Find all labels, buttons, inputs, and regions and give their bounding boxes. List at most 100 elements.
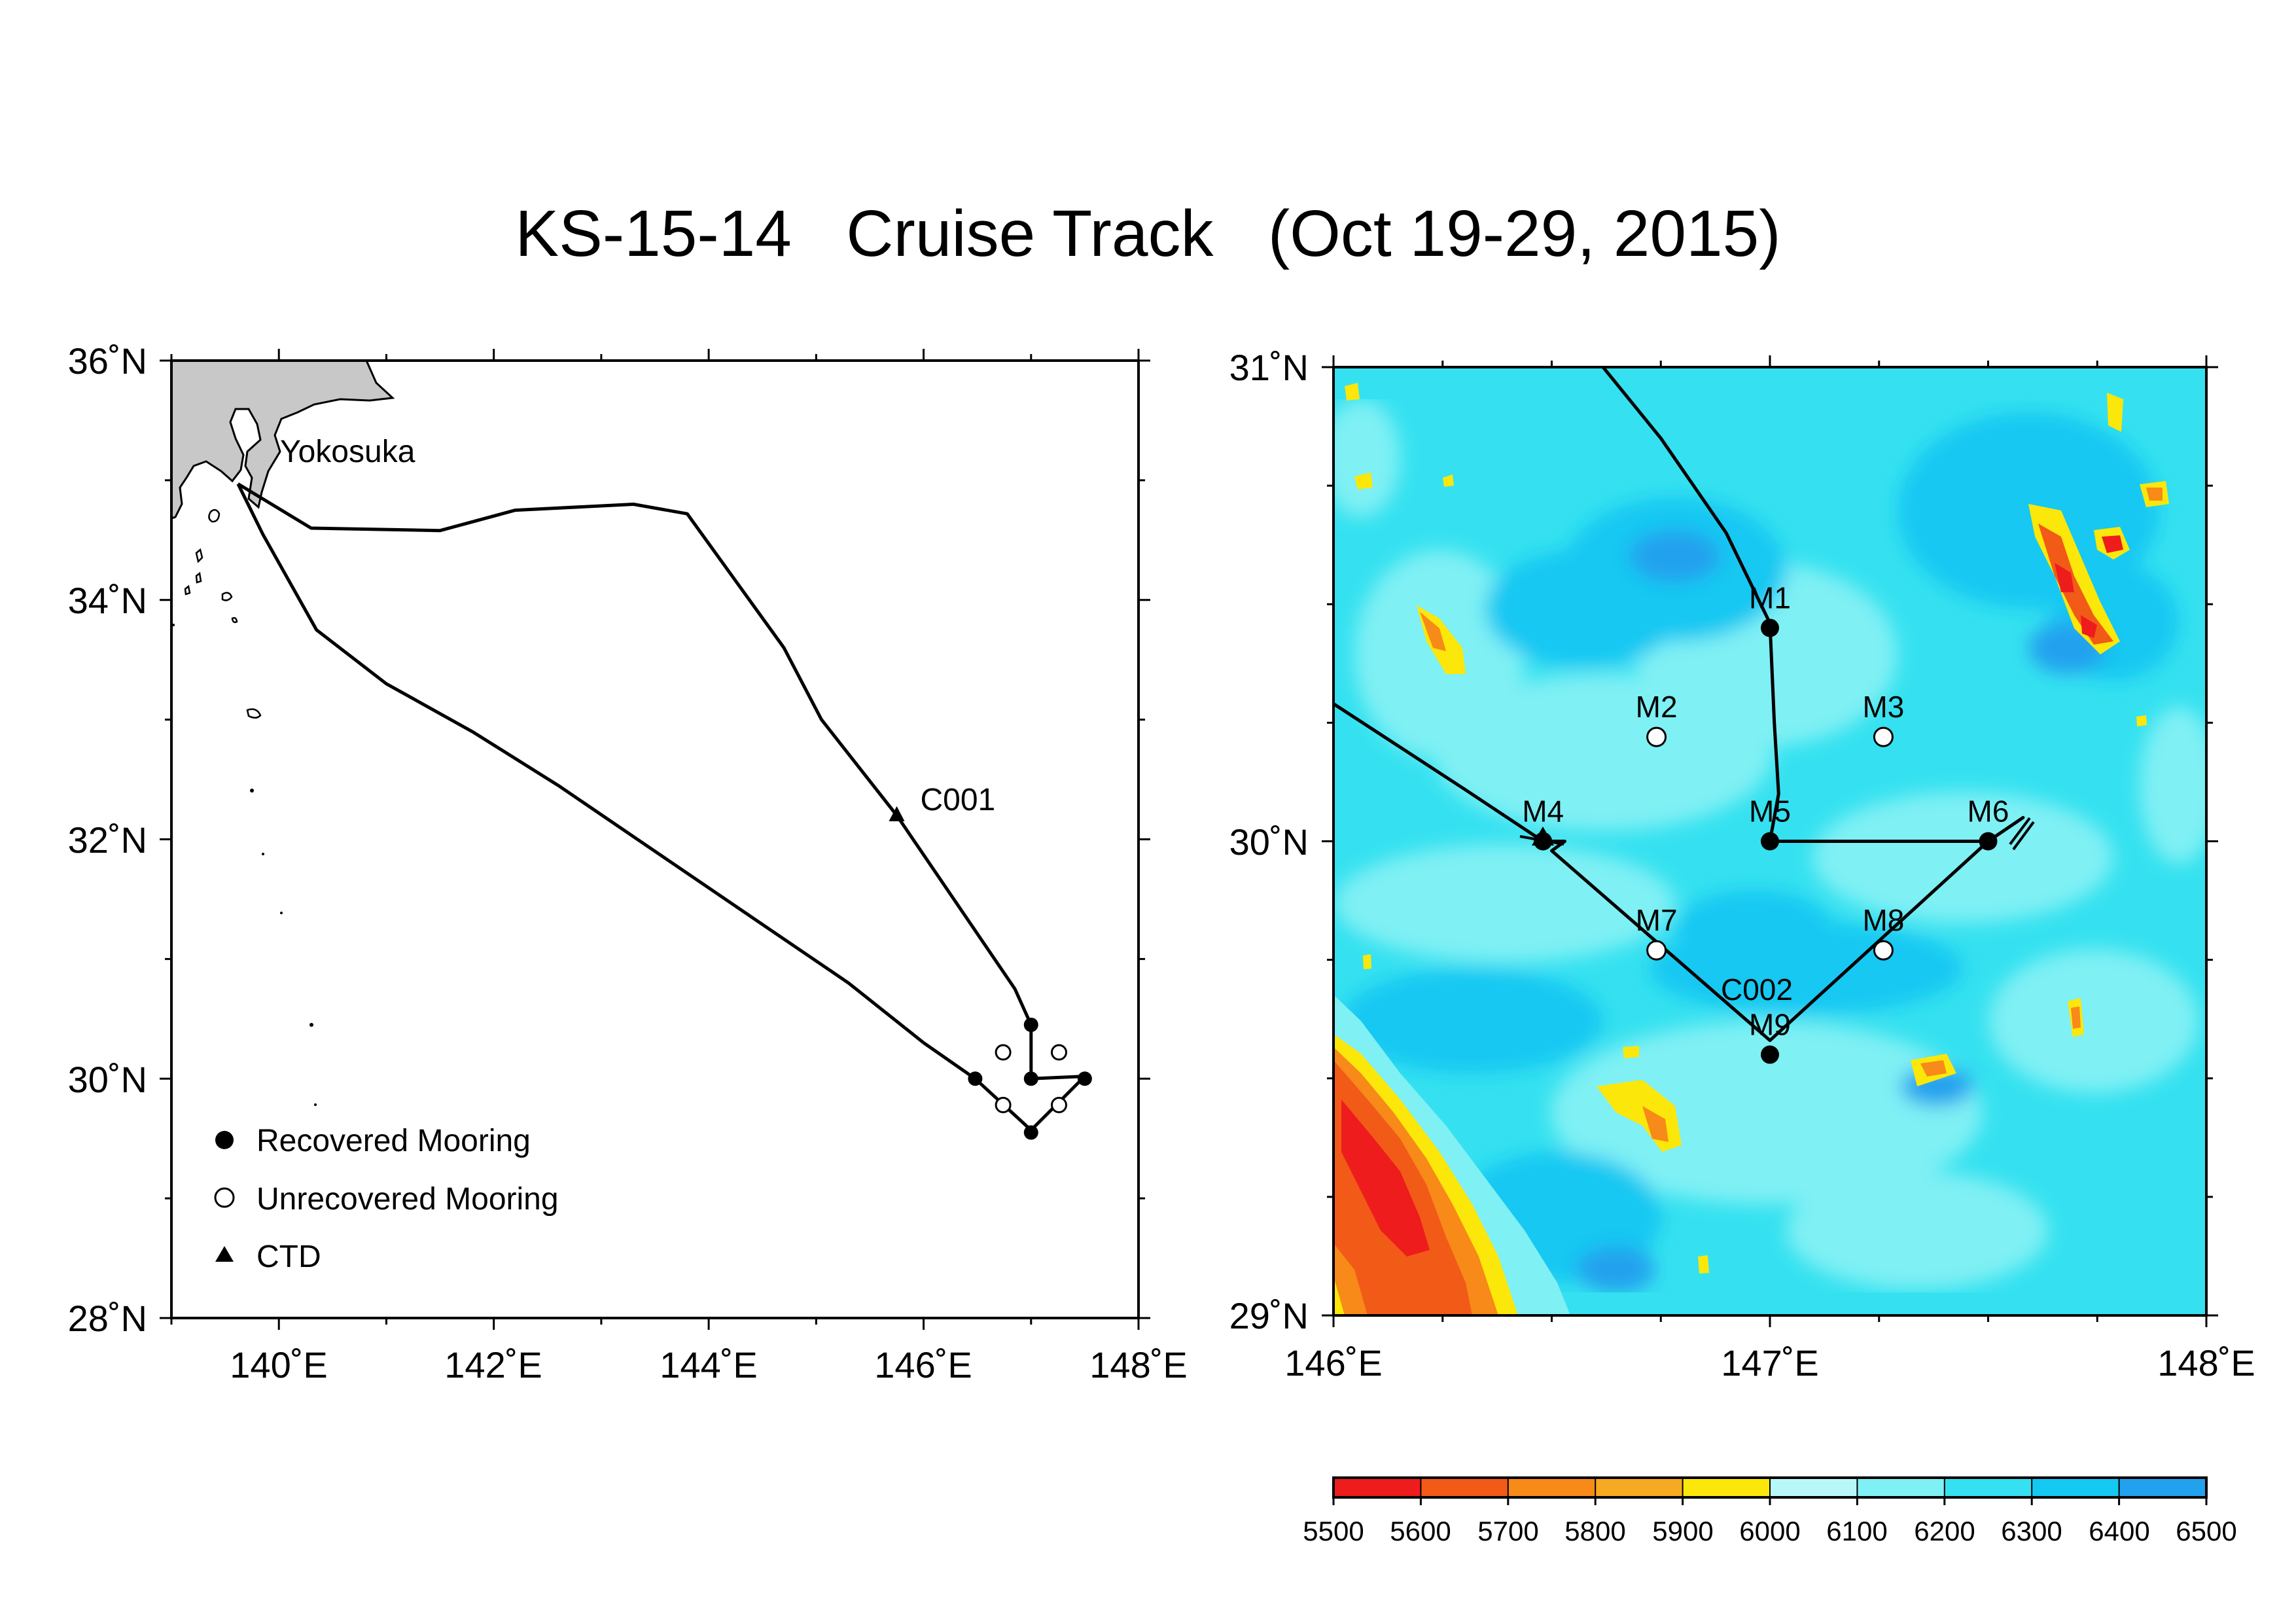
colorbar-tick-label: 6200 bbox=[1914, 1516, 1975, 1546]
colorbar-tick-label: 5500 bbox=[1303, 1516, 1364, 1546]
seamount bbox=[1642, 1106, 1669, 1142]
bathymetry-patch bbox=[1675, 890, 1832, 969]
recovered-mooring-marker bbox=[1761, 1045, 1779, 1064]
overview-mooring-markers bbox=[968, 1017, 1092, 1140]
seamount bbox=[2102, 535, 2123, 553]
seamount bbox=[1354, 473, 1373, 490]
page-title: KS-15-14 Cruise Track (Oct 19-29, 2015) bbox=[515, 197, 1781, 270]
overview-map: Yokosuka C001 Recovered Mooring Unrecove… bbox=[68, 340, 1188, 1385]
mooring-label: M3 bbox=[1862, 690, 1904, 724]
colorbar-tick-label: 5800 bbox=[1564, 1516, 1625, 1546]
shallow-seamount-area bbox=[1341, 1099, 1430, 1257]
mooring-label: M7 bbox=[1636, 903, 1678, 937]
colorbar-swatch bbox=[1770, 1478, 1858, 1497]
legend-ctd-label: CTD bbox=[256, 1240, 321, 1274]
colorbar-swatch bbox=[1682, 1478, 1771, 1497]
seamount bbox=[1698, 1255, 1709, 1274]
detail-ship-track bbox=[1333, 367, 2025, 1043]
colorbar-tick-label: 5700 bbox=[1477, 1516, 1538, 1546]
hachijo-island bbox=[246, 708, 262, 719]
detail-map: M1 M2 M3 M4 M5 M6 M7 M8 M9 C002 29˚N 30˚N 31˚N 1… bbox=[1229, 347, 2255, 1383]
bathymetry-patch bbox=[1629, 530, 1721, 582]
legend: Recovered Mooring Unrecovered Mooring CT… bbox=[214, 1124, 559, 1274]
bathymetry-patch bbox=[1577, 1247, 1655, 1293]
seamounts bbox=[1345, 383, 2169, 1274]
izu-island bbox=[195, 571, 202, 584]
recovered-mooring-marker bbox=[1077, 1071, 1092, 1086]
colorbar-swatch bbox=[2119, 1478, 2207, 1497]
izu-island bbox=[231, 616, 238, 624]
outbound-track bbox=[237, 482, 1087, 1132]
recovered-mooring-marker bbox=[1023, 1071, 1038, 1086]
bathymetry-contours bbox=[1333, 399, 2206, 1293]
seamount bbox=[2038, 524, 2113, 645]
lat-tick-label: 30˚N bbox=[68, 1059, 147, 1100]
lon-tick-label: 142˚E bbox=[444, 1344, 542, 1385]
mooring-label: M9 bbox=[1749, 1008, 1791, 1042]
colorbar-swatch bbox=[1857, 1478, 1945, 1497]
lon-tick-label: 148˚E bbox=[2157, 1342, 2255, 1383]
small-island bbox=[280, 912, 283, 914]
bathymetry-patch bbox=[2140, 707, 2206, 864]
lon-tick-label: 148˚E bbox=[1089, 1344, 1187, 1385]
seamount bbox=[2146, 488, 2163, 501]
colorbar-tick-label: 6500 bbox=[2176, 1516, 2236, 1546]
colorbar-swatches bbox=[1332, 1478, 2208, 1505]
unrecovered-mooring-marker bbox=[1050, 1096, 1067, 1113]
small-island bbox=[314, 1103, 317, 1106]
lon-tick-label: 146˚E bbox=[1284, 1342, 1382, 1383]
seamount bbox=[2055, 563, 2074, 592]
lon-tick-label: 144˚E bbox=[660, 1344, 757, 1385]
seamount bbox=[1920, 1060, 1947, 1077]
lon-tick-label: 140˚E bbox=[230, 1344, 327, 1385]
honshu-land bbox=[171, 361, 395, 520]
seamount bbox=[2136, 715, 2147, 726]
overview-lat-tick-labels: 28˚N 30˚N 32˚N 34˚N 36˚N bbox=[68, 340, 147, 1339]
mooring-label: M6 bbox=[1968, 794, 2009, 829]
mooring-label: M4 bbox=[1522, 794, 1564, 829]
mooring-label: M8 bbox=[1862, 903, 1904, 937]
legend-recovered-label: Recovered Mooring bbox=[256, 1124, 531, 1158]
colorbar-tick-label: 6300 bbox=[2001, 1516, 2062, 1546]
detail-lat-tick-labels: 29˚N 30˚N 31˚N bbox=[1229, 347, 1309, 1336]
recovered-mooring-marker bbox=[1761, 832, 1779, 851]
lat-tick-label: 34˚N bbox=[68, 580, 147, 621]
mooring-label: M1 bbox=[1749, 580, 1791, 615]
lon-tick-label: 147˚E bbox=[1721, 1342, 1818, 1383]
overview-map-background bbox=[171, 361, 1139, 1318]
colorbar-tick-label: 5900 bbox=[1652, 1516, 1713, 1546]
colorbar-tick-label: 6000 bbox=[1739, 1516, 1800, 1546]
legend-recovered-marker bbox=[215, 1131, 234, 1149]
bathymetry-patch bbox=[1335, 844, 1675, 962]
izu-island bbox=[195, 548, 203, 563]
lon-tick-label: 146˚E bbox=[874, 1344, 972, 1385]
colorbar-tick-labels: 5500 5600 5700 5800 5900 6000 6100 6200 … bbox=[1303, 1516, 2236, 1546]
unrecovered-mooring-marker bbox=[1050, 1044, 1067, 1061]
ctd-station-label: C001 bbox=[921, 783, 996, 817]
lat-tick-label: 31˚N bbox=[1229, 347, 1309, 388]
bathymetry-patch bbox=[1898, 412, 2159, 609]
unrecovered-mooring-marker bbox=[1873, 726, 1894, 747]
detail-mooring-markers: M1 M2 M3 M4 M5 M6 M7 M8 M9 bbox=[1522, 580, 2009, 1064]
izu-island bbox=[221, 592, 233, 601]
seamount bbox=[2071, 1007, 2081, 1029]
recovered-mooring-marker bbox=[1023, 1125, 1038, 1140]
recovered-mooring-marker bbox=[1761, 618, 1779, 637]
legend-unrecovered-marker bbox=[214, 1187, 235, 1208]
mooring-label: M5 bbox=[1749, 794, 1791, 829]
small-island bbox=[309, 1023, 313, 1027]
recovered-mooring-marker bbox=[1023, 1017, 1038, 1032]
seamount bbox=[1623, 1046, 1639, 1058]
lat-tick-label: 32˚N bbox=[68, 819, 147, 861]
colorbar-swatch bbox=[1421, 1478, 1509, 1497]
colorbar-swatch bbox=[1333, 1478, 1421, 1497]
bathymetry-patch bbox=[1812, 792, 2113, 923]
seamount bbox=[2081, 615, 2097, 638]
unrecovered-mooring-marker bbox=[1873, 940, 1894, 961]
bathymetry-patch bbox=[1333, 399, 1400, 517]
colorbar-swatch bbox=[1595, 1478, 1684, 1497]
colorbar-swatch bbox=[1944, 1478, 2032, 1497]
colorbar-swatch bbox=[2032, 1478, 2120, 1497]
